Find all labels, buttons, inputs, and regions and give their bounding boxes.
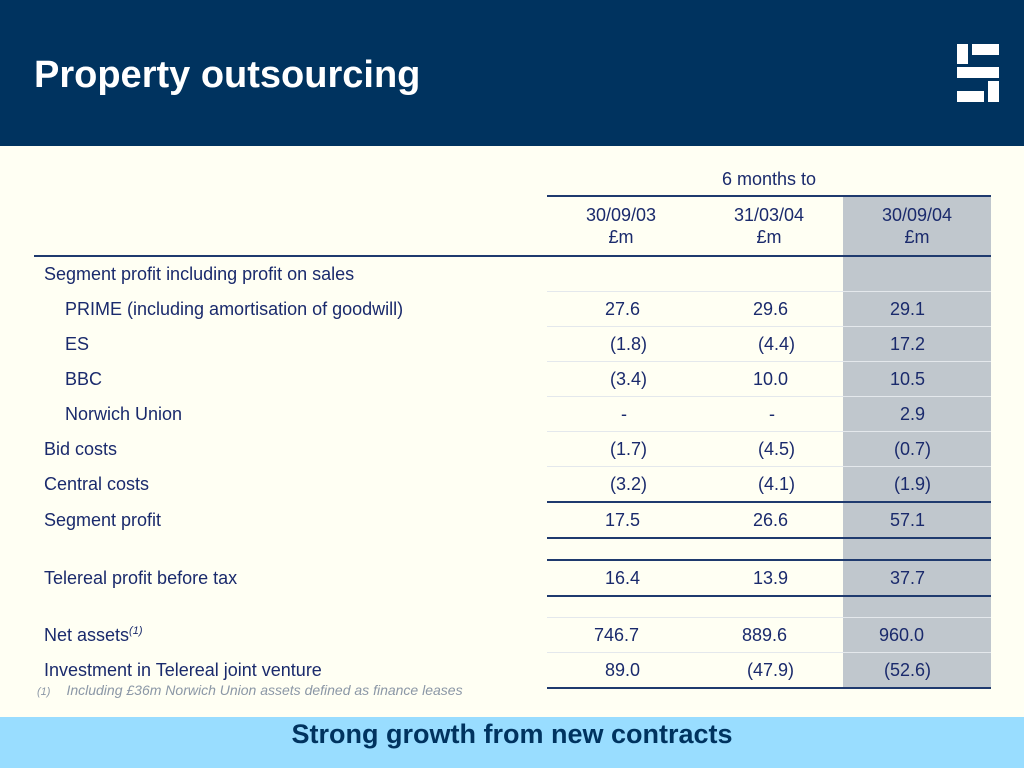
tagline: Strong growth from new contracts — [291, 719, 733, 749]
value-cell: 10.5 — [843, 361, 992, 397]
value-cell: 13.9 — [695, 560, 843, 597]
column-header-3: 30/09/04 £m — [843, 196, 992, 257]
tagline-band — [0, 717, 1024, 768]
value-cell: (0.7) — [843, 431, 992, 467]
company-logo-icon — [957, 44, 999, 102]
value-cell: 746.7 — [547, 617, 695, 653]
column-header-2: 31/03/04 £m — [695, 196, 843, 257]
spacer-row — [34, 596, 992, 618]
value-cell: (52.6) — [843, 652, 992, 689]
section-label: Segment profit including profit on sales — [44, 263, 355, 284]
value-cell: 10.0 — [695, 361, 843, 397]
table-row: ES (1.8) (4.4) 17.2 — [34, 326, 992, 362]
row-label: PRIME (including amortisation of goodwil… — [65, 298, 404, 319]
table-row: PRIME (including amortisation of goodwil… — [34, 291, 992, 327]
group-header: 6 months to — [547, 164, 992, 197]
header-bar: Property outsourcing — [0, 0, 1024, 146]
financial-table: 6 months to 30/09/03 £m 31/03/04 £m 30/09/… — [34, 164, 992, 689]
row-label: Net assets(1) — [44, 624, 143, 645]
value-cell: 17.5 — [547, 502, 695, 539]
value-cell: 16.4 — [547, 560, 695, 597]
value-cell: 960.0 — [843, 617, 992, 653]
value-cell: 37.7 — [843, 560, 992, 597]
column-header-1: 30/09/03 £m — [547, 196, 695, 257]
table-row: Bid costs (1.7) (4.5) (0.7) — [34, 431, 992, 467]
value-cell: 889.6 — [695, 617, 843, 653]
spacer-row — [34, 538, 992, 561]
row-label: Norwich Union — [65, 403, 183, 424]
value-cell: 27.6 — [547, 291, 695, 327]
footnote-marker: (1) — [129, 624, 143, 637]
value-cell: (1.7) — [547, 431, 695, 467]
value-cell: (4.4) — [695, 326, 843, 362]
value-cell: 29.6 — [695, 291, 843, 327]
value-cell: (4.5) — [695, 431, 843, 467]
table-row: Net assets(1) 746.7 889.6 960.0 — [34, 617, 992, 653]
value-cell: - — [695, 396, 843, 432]
table-row: Segment profit 17.5 26.6 57.1 — [34, 502, 992, 539]
row-label: Telereal profit before tax — [44, 567, 238, 588]
row-label: ES — [65, 333, 90, 354]
table-row: Investment in Telereal joint venture 89.… — [34, 652, 992, 689]
value-cell: 57.1 — [843, 502, 992, 539]
table-row: Telereal profit before tax 16.4 13.9 37.… — [34, 560, 992, 597]
row-label: Central costs — [44, 473, 150, 494]
column-header-row: 30/09/03 £m 31/03/04 £m 30/09/04 £m — [34, 196, 992, 257]
value-cell: (4.1) — [695, 466, 843, 503]
value-cell: (1.9) — [843, 466, 992, 503]
value-cell: - — [547, 396, 695, 432]
row-label: Segment profit — [44, 509, 162, 530]
value-cell: 17.2 — [843, 326, 992, 362]
group-header-row: 6 months to — [34, 164, 992, 197]
value-cell: 89.0 — [547, 652, 695, 689]
value-cell: 29.1 — [843, 291, 992, 327]
page-title: Property outsourcing — [34, 54, 421, 96]
value-cell: 26.6 — [695, 502, 843, 539]
row-label: BBC — [65, 368, 103, 389]
value-cell: (1.8) — [547, 326, 695, 362]
table-row: Central costs (3.2) (4.1) (1.9) — [34, 466, 992, 503]
row-label: Investment in Telereal joint venture — [44, 659, 322, 680]
value-cell: 2.9 — [843, 396, 992, 432]
table-row: Segment profit including profit on sales — [34, 256, 992, 292]
footnote-text: Including £36m Norwich Union assets defi… — [66, 682, 463, 698]
footnote-marker: (1) — [37, 686, 51, 698]
value-cell: (47.9) — [695, 652, 843, 689]
row-label: Bid costs — [44, 438, 118, 459]
footnote: (1) Including £36m Norwich Union assets d… — [37, 682, 463, 698]
value-cell: (3.4) — [547, 361, 695, 397]
table-row: BBC (3.4) 10.0 10.5 — [34, 361, 992, 397]
table-row: Norwich Union - - 2.9 — [34, 396, 992, 432]
value-cell: (3.2) — [547, 466, 695, 503]
